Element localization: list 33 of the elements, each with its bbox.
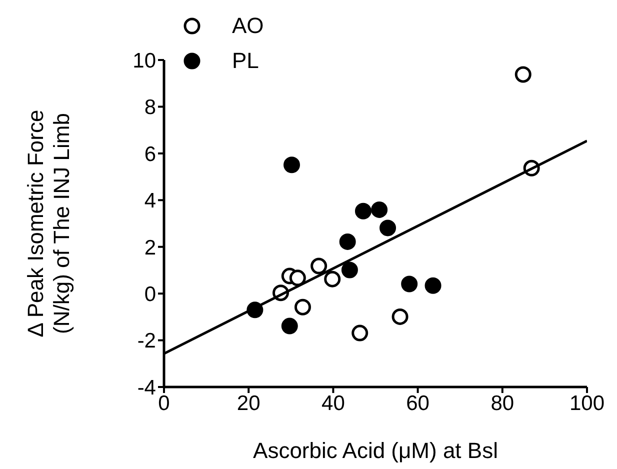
y-tick-label: 2 [144, 236, 156, 260]
legend-label: AO [232, 12, 264, 38]
y-tick-label: 4 [144, 190, 156, 213]
point [354, 202, 372, 220]
y-tick-label: 10 [132, 49, 156, 72]
point [380, 220, 396, 236]
y-axis-title: Δ Peak Isometric Force (N/kg) of The INJ Limb [23, 110, 74, 338]
point [324, 270, 341, 288]
y-tick-label: 8 [144, 96, 156, 120]
point [371, 201, 388, 218]
point [392, 308, 408, 325]
point [283, 156, 300, 174]
x-tick-label: 80 [490, 392, 514, 415]
point [424, 277, 442, 294]
x-axis-title: Ascorbic Acid (μM) at Bsl [253, 438, 498, 463]
point [310, 258, 328, 274]
x-tick-label: 20 [236, 392, 260, 415]
point [514, 66, 532, 83]
point [294, 298, 311, 316]
legend-label: PL [232, 48, 259, 74]
x-tick-label: 40 [322, 392, 345, 415]
y-tick-label: -4 [137, 376, 156, 400]
x-tick-label: 100 [569, 392, 605, 415]
point [352, 324, 368, 342]
y-tick-label: 6 [144, 142, 156, 166]
point [401, 276, 418, 292]
y-tick-label: 0 [144, 283, 156, 306]
x-tick-label: 60 [406, 392, 430, 415]
point [281, 318, 298, 334]
point [339, 233, 356, 250]
point [341, 262, 358, 278]
point [289, 270, 306, 286]
y-tick-label: -2 [137, 330, 156, 353]
